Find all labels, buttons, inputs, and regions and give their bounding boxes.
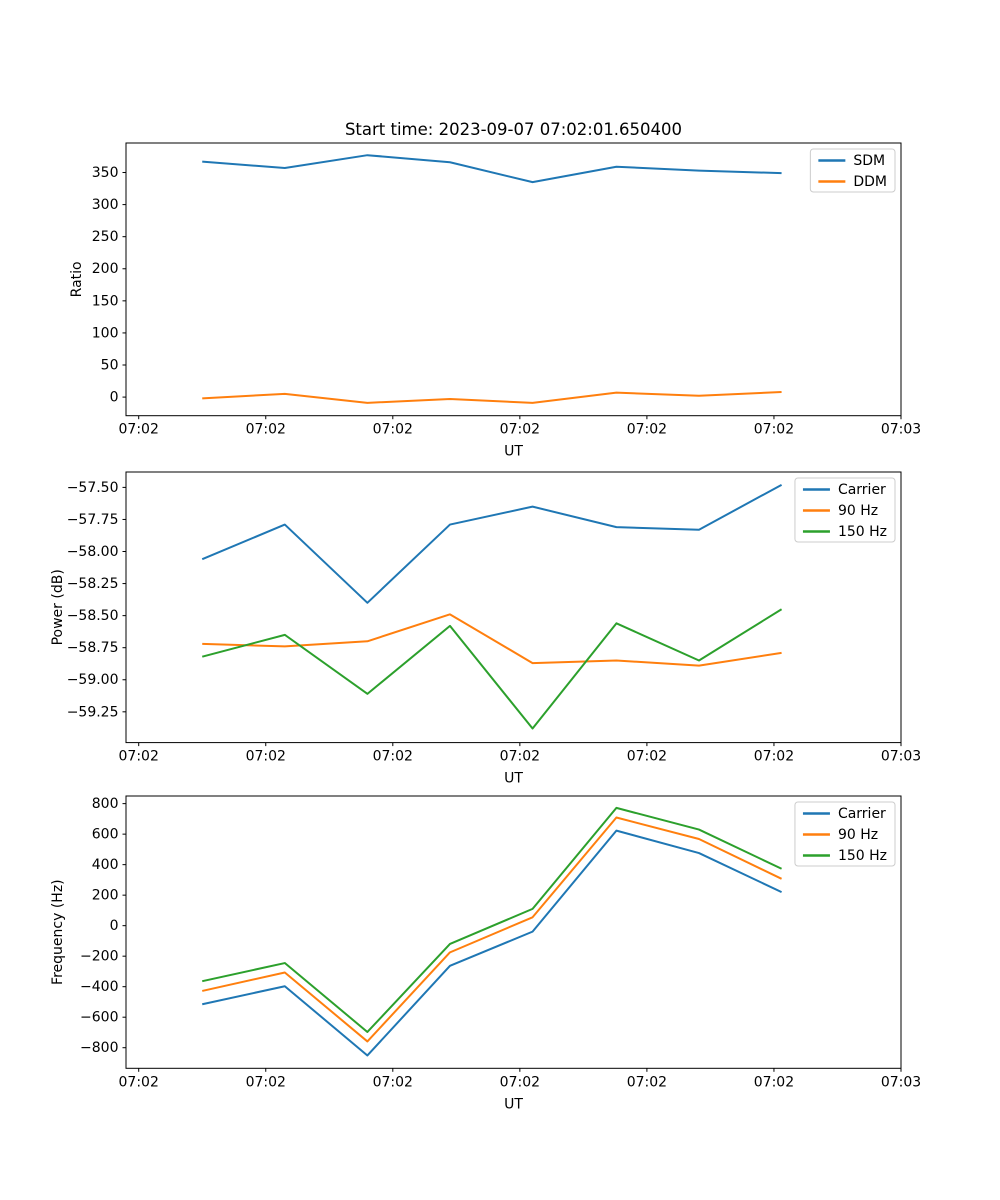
legend-box (794, 477, 896, 543)
y-tick-label: −57.50 (67, 480, 119, 496)
legend-box (794, 801, 896, 867)
x-tick-label: 07:02 (754, 422, 794, 438)
y-tick-label: −57.75 (67, 512, 119, 528)
y-tick-label: 50 (101, 357, 119, 373)
x-tick-label: 07:02 (246, 1074, 286, 1090)
x-tick-label: 07:02 (754, 1074, 794, 1090)
x-tick-label: 07:02 (627, 422, 667, 438)
y-tick-label: −59.00 (67, 672, 119, 688)
legend-label: DDM (853, 174, 887, 190)
x-tick-label: 07:02 (246, 422, 286, 438)
x-tick-label: 07:02 (627, 1074, 667, 1090)
y-tick-label: −400 (80, 979, 118, 995)
legend-label: SDM (853, 153, 885, 169)
axes-frame (125, 142, 902, 417)
series-line-150-Hz (202, 806, 783, 1033)
figure-title: Start time: 2023-09-07 07:02:01.650400 (344, 120, 683, 139)
y-tick-label: 600 (92, 827, 119, 843)
x-tick-label: 07:03 (881, 1074, 921, 1090)
y-tick-label: −58.00 (67, 544, 119, 560)
legend-label: 90 Hz (838, 503, 878, 519)
legend-label: 150 Hz (838, 524, 887, 540)
y-tick-label: 400 (92, 857, 119, 873)
x-tick-label: 07:02 (500, 1074, 540, 1090)
series-line-90-Hz (202, 816, 783, 1043)
x-tick-label: 07:03 (881, 749, 921, 765)
y-axis-label: Power (dB) (50, 569, 66, 645)
x-tick-label: 07:03 (881, 422, 921, 438)
subplot-ratio: 0 50 100 150 200 250 300 350 07:02 07:02 07:02 07:0… (69, 142, 921, 460)
y-tick-label: 350 (92, 165, 119, 181)
y-tick-label: 0 (110, 918, 119, 934)
axes-frame (125, 795, 902, 1069)
series-line-SDM (202, 154, 782, 184)
legend-label: 150 Hz (838, 848, 887, 864)
x-tick-label: 07:02 (373, 749, 413, 765)
y-tick-label: 0 (110, 390, 119, 406)
x-tick-label: 07:02 (373, 1074, 413, 1090)
y-tick-label: −600 (80, 1010, 118, 1026)
y-tick-label: 200 (92, 261, 119, 277)
y-tick-label: 100 (92, 325, 119, 341)
x-tick-label: 07:02 (246, 749, 286, 765)
x-tick-label: 07:02 (500, 749, 540, 765)
x-axis-label: UT (504, 771, 523, 787)
y-tick-label: 150 (92, 293, 119, 309)
x-tick-label: 07:02 (119, 1074, 159, 1090)
legend-label: Carrier (838, 806, 886, 822)
x-tick-label: 07:02 (500, 422, 540, 438)
series-line-DDM (202, 390, 782, 404)
x-tick-label: 07:02 (119, 749, 159, 765)
legend-label: 90 Hz (838, 827, 878, 843)
series-line-Carrier (201, 483, 783, 604)
y-tick-label: 200 (92, 888, 119, 904)
x-axis-label: UT (504, 1096, 523, 1112)
legend: Carrier 90 Hz 150 Hz (794, 801, 896, 867)
x-tick-label: 07:02 (754, 749, 794, 765)
subplot-frequency: −800 −600 −400 −200 0 200 400 600 800 07:02 07:02 0… (50, 795, 921, 1112)
y-tick-label: −58.25 (67, 576, 119, 592)
y-tick-label: −59.25 (67, 704, 119, 720)
x-tick-label: 07:02 (373, 422, 413, 438)
x-axis-label: UT (504, 444, 523, 460)
series-line-150-Hz (201, 608, 783, 730)
y-tick-label: −800 (80, 1040, 118, 1056)
legend-label: Carrier (838, 482, 886, 498)
y-tick-label: −200 (80, 949, 118, 965)
series-line-Carrier (202, 829, 783, 1057)
x-tick-label: 07:02 (119, 422, 159, 438)
y-tick-label: −58.50 (67, 608, 119, 624)
subplot-power: −59.25 −59.00 −58.75 −58.50 −58.25 −58.00 −57.… (50, 471, 921, 787)
y-tick-label: −58.75 (67, 640, 119, 656)
y-tick-label: 800 (92, 796, 119, 812)
y-tick-label: 300 (92, 197, 119, 213)
axes-frame (125, 471, 902, 744)
legend: SDM DDM (809, 148, 896, 193)
y-tick-label: 250 (92, 229, 119, 245)
x-tick-label: 07:02 (627, 749, 667, 765)
y-axis-label: Ratio (69, 261, 85, 297)
y-axis-label: Frequency (Hz) (50, 879, 66, 985)
legend: Carrier 90 Hz 150 Hz (794, 477, 896, 543)
